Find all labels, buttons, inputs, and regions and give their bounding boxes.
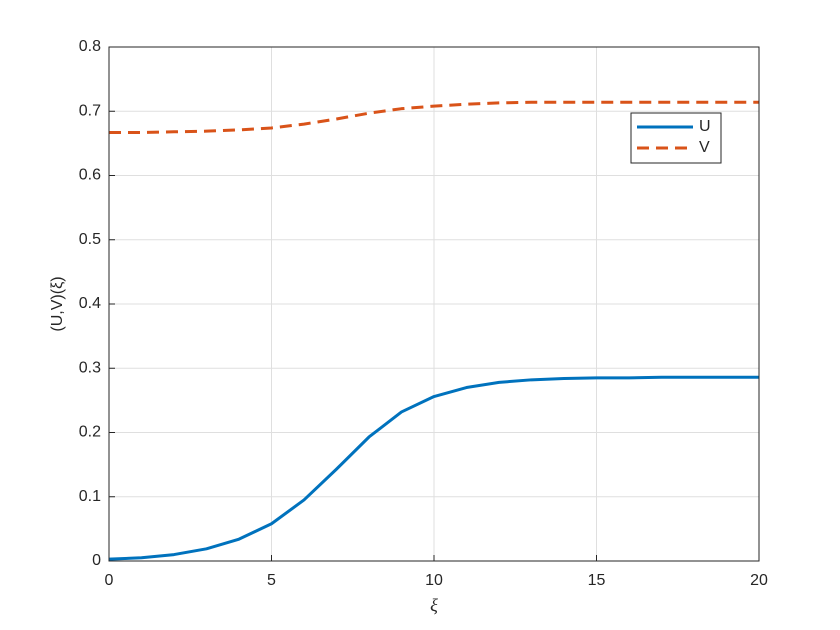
y-tick-label: 0 [92, 552, 101, 569]
series-line [109, 100, 759, 134]
y-tick-label: 0.2 [79, 424, 101, 441]
y-tick-label: 0.4 [79, 295, 101, 312]
x-tick-label: 10 [425, 572, 443, 589]
series-line [108, 375, 759, 561]
y-tick-label: 0.8 [79, 38, 101, 55]
y-tick-label: 0.6 [79, 167, 101, 184]
x-tick-label: 20 [750, 572, 768, 589]
legend-label: V [699, 139, 710, 156]
x-tick-label: 0 [105, 572, 114, 589]
y-axis-label: (U,V)(ξ) [49, 276, 66, 331]
y-tick-label: 0.7 [79, 102, 101, 119]
x-tick-label: 5 [267, 572, 276, 589]
x-tick-label: 15 [588, 572, 606, 589]
x-axis-label: ξ [430, 595, 438, 615]
legend: UV [630, 112, 722, 164]
y-tick-label: 0.3 [79, 359, 101, 376]
legend-label: U [699, 118, 711, 135]
lines [108, 100, 759, 561]
y-tick-label: 0.1 [79, 488, 101, 505]
legend-box [630, 112, 722, 164]
y-tick-label: 0.5 [79, 231, 101, 248]
